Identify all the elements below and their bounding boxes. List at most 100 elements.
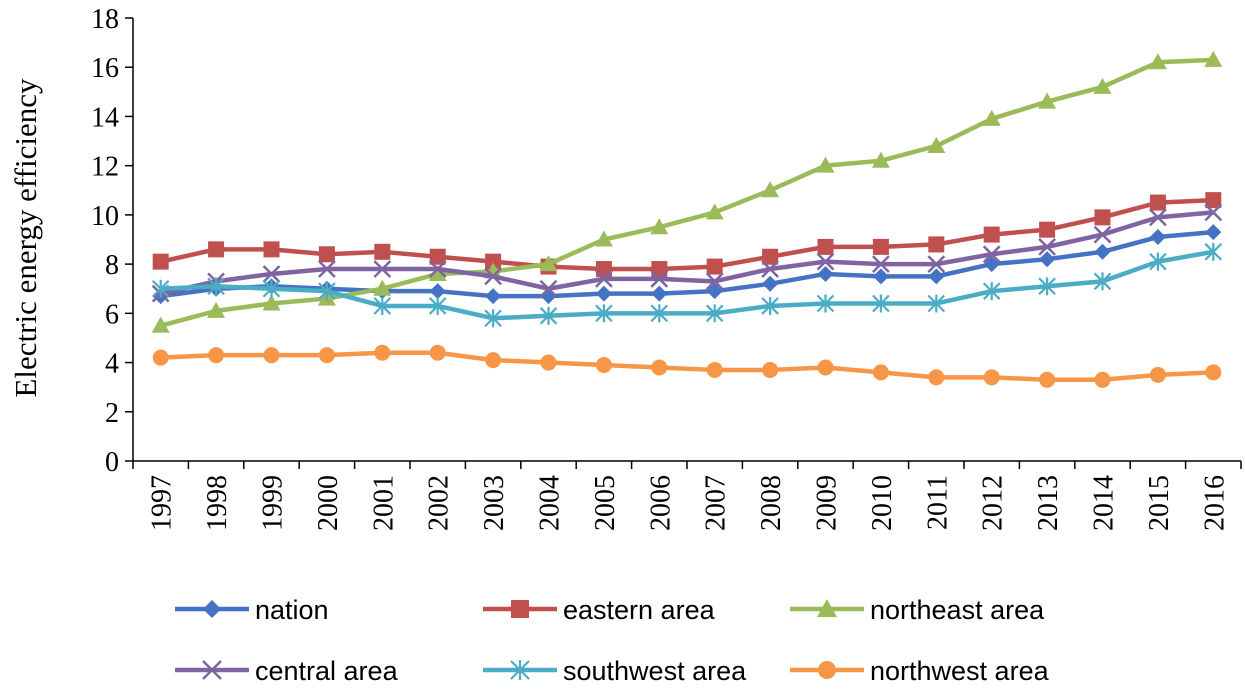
marker-stroke: [373, 260, 392, 278]
data-point: [318, 246, 335, 263]
data-point: [1094, 243, 1111, 260]
legend-item: nation: [175, 595, 329, 625]
x-tick-label: 2012: [978, 475, 1009, 531]
data-point: [761, 260, 779, 278]
data-point: [651, 261, 668, 278]
data-point: [1093, 77, 1112, 94]
data-point: [428, 296, 447, 315]
legend: nation eastern area northeast area central …: [175, 595, 1050, 686]
data-point: [1149, 229, 1166, 246]
data-point: [151, 316, 170, 333]
data-point: [927, 136, 946, 153]
data-point: [208, 241, 225, 258]
data-point: [1205, 224, 1222, 241]
marker-stroke: [1038, 237, 1056, 256]
data-point: [983, 369, 1000, 386]
data-point: [373, 260, 392, 278]
data-point: [539, 306, 558, 325]
data-point: [208, 347, 225, 364]
data-point: [872, 255, 890, 273]
legend-marker: [203, 600, 221, 618]
x-tick-label: 2010: [867, 475, 898, 531]
data-point: [539, 279, 558, 298]
x-tick-label: 2014: [1089, 475, 1120, 531]
series-eastern-area: [152, 192, 1222, 278]
marker-stroke: [761, 260, 779, 278]
marker-stroke: [816, 252, 835, 271]
x-tick-label: 2005: [590, 475, 621, 531]
data-point: [1093, 225, 1112, 244]
x-tick-label: 2004: [535, 475, 566, 531]
data-point: [595, 269, 613, 288]
marker-stroke: [539, 279, 558, 298]
data-point: [817, 265, 834, 282]
x-tick-label: 1998: [202, 475, 233, 531]
data-point: [1204, 203, 1223, 222]
legend-marker: [511, 600, 529, 618]
data-point: [982, 282, 1001, 301]
x-tick-label: 1999: [258, 475, 289, 531]
series-northwest-area: [152, 344, 1222, 388]
data-point: [1039, 251, 1056, 268]
y-tick-label: 4: [105, 349, 119, 380]
data-point: [262, 294, 281, 311]
data-point: [817, 238, 834, 255]
data-point: [816, 294, 835, 313]
legend-label: central area: [255, 656, 399, 686]
data-point: [595, 261, 612, 278]
data-point: [1038, 277, 1056, 296]
legend-label: northeast area: [870, 595, 1045, 625]
marker-stroke: [705, 272, 724, 291]
legend-label: nation: [255, 595, 329, 625]
legend-label: eastern area: [563, 595, 716, 625]
x-tick-label: 2006: [645, 475, 676, 531]
data-point: [706, 361, 723, 378]
data-point: [1148, 53, 1167, 70]
data-point: [928, 369, 945, 386]
data-point: [374, 243, 391, 260]
data-point: [927, 294, 946, 313]
data-point: [762, 361, 779, 378]
data-point: [1093, 272, 1112, 291]
y-tick-label: 0: [105, 447, 119, 478]
data-point: [816, 252, 835, 271]
legend-marker: [817, 599, 837, 617]
data-point: [1149, 194, 1166, 211]
data-point: [1204, 242, 1223, 261]
data-point: [595, 357, 612, 374]
data-point: [816, 156, 835, 173]
data-point: [650, 218, 669, 235]
data-point: [927, 255, 946, 273]
legend-item: eastern area: [483, 595, 716, 625]
series-line: [160, 197, 1214, 272]
data-point: [650, 304, 669, 323]
data-point: [262, 265, 281, 283]
y-tick-label: 6: [105, 299, 119, 330]
y-tick-label: 16: [91, 53, 119, 84]
data-point: [207, 301, 226, 318]
data-point: [706, 283, 723, 300]
data-point: [1205, 364, 1222, 381]
data-point: [262, 279, 281, 298]
data-point: [705, 304, 724, 323]
data-point: [1205, 192, 1222, 209]
plot-area: 0 2 4 6 8 10 12 14 16 18 1997 1998 1999 2000 2001 2002 2…: [91, 4, 1242, 531]
data-point: [485, 352, 502, 369]
data-point: [982, 109, 1001, 126]
data-point: [318, 260, 336, 278]
data-point: [761, 181, 780, 198]
x-tick-label: 2002: [424, 475, 455, 531]
data-point: [318, 347, 335, 364]
x-tick-label: 1997: [147, 475, 178, 531]
marker-stroke: [428, 260, 447, 278]
x-tick-label: 2009: [812, 475, 843, 531]
data-point: [650, 269, 669, 288]
data-point: [928, 236, 945, 253]
y-tick-label: 10: [91, 201, 119, 232]
y-axis-label: Electric energy efficiency: [8, 78, 43, 398]
data-point: [318, 282, 336, 301]
marker-stroke: [484, 267, 502, 286]
data-point: [539, 255, 558, 272]
data-point: [1204, 50, 1223, 67]
data-point: [705, 203, 724, 220]
